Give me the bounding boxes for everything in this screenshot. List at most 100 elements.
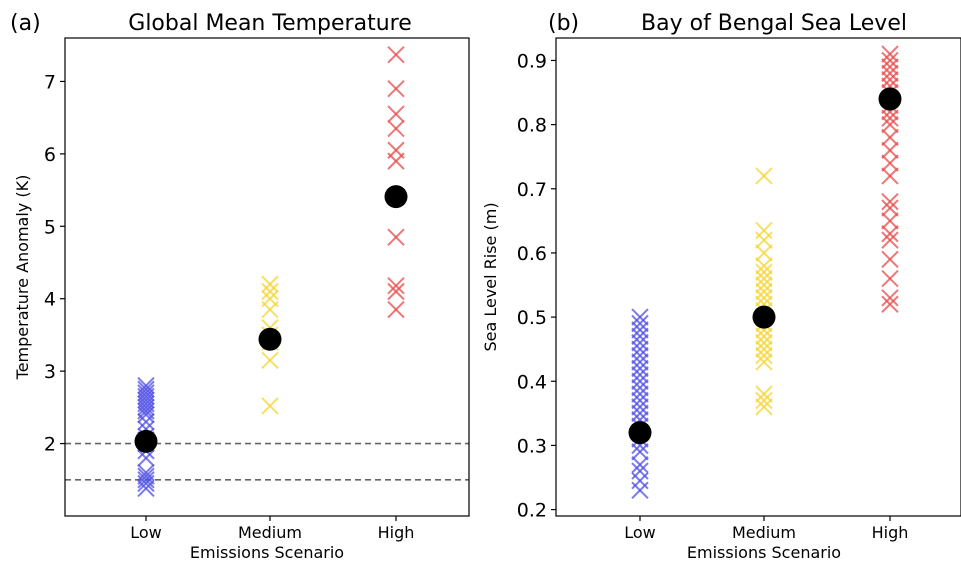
panel-a-low-member-marker [137,479,155,498]
panel-a-medium-member-marker [261,282,279,301]
panel-a-medium-member-marker [261,275,279,293]
panel-a-low-member-marker [137,376,155,395]
panel-a-frame [64,37,470,517]
panel-a-medium-member-marker [261,290,279,308]
panel-a-low-member-marker [137,463,155,482]
panel-b-low-member-marker [631,334,649,352]
panel-a: (a) Global Mean Temperature 2 3 4 5 6 7 Low Med… [10,11,470,562]
panel-b-y-tick-label: 0.2 [517,500,547,522]
panel-b-low-member-marker [631,359,649,378]
panel-b-medium-member-marker [755,346,773,365]
panel-b-low-member-marker [631,462,649,480]
panel-b-low-member-marker [631,443,649,461]
panel-a-y-tick-label: 4 [44,289,56,311]
panel-b-y-tick-label: 0.6 [517,243,547,265]
panel-a-y-axis-label: Temperature Anomaly (K) [13,175,32,381]
panel-b-plot-area: 0.2 0.3 0.4 0.5 0.6 0.7 0.8 0.9 Low Medium High [517,45,909,542]
panel-b-high-member-marker [881,295,899,313]
panel-a-high-member-marker [387,282,405,301]
panel-b-medium-member-marker [755,391,773,410]
panel-b-medium-member-marker [755,167,773,185]
panel-b-medium-member-marker [755,257,773,275]
panel-b-low-member-marker [631,378,649,397]
panel-b-label: (b) [548,11,579,36]
panel-a-y-tick-label: 3 [44,361,56,383]
panel-a-high-member-marker [387,276,405,295]
panel-b-y-tick-label: 0.3 [517,435,547,457]
panel-b-high-member-marker [881,269,899,288]
panel-b-low-member-marker [631,391,649,410]
panel-b-high-member-marker [881,115,899,134]
panel-a-high-member-marker [387,119,405,138]
panel-b-low-member-marker [631,340,649,358]
panel-b-medium-member-marker [755,353,773,371]
panel-a-y-tick-label: 7 [44,71,56,93]
panel-b-low-member-marker [631,353,649,371]
panel-b-low-member-marker [631,398,649,416]
panel-a-y-tick-label: 5 [44,216,56,238]
panel-a-high-member-marker [387,79,405,98]
panel-a-low-member-marker [137,380,155,398]
panel-b-high-member-marker [881,154,899,172]
panel-b-y-axis-label: Sea Level Rise (m) [481,202,500,351]
panel-b-high-member-marker [881,212,899,230]
panel-b-high-member-marker [881,224,899,243]
panel-b-low-member-marker [631,472,649,490]
panel-b-high-member-marker [881,141,899,159]
panel-b-low-member-marker [631,455,649,474]
panel-b-low-member-marker [631,404,649,423]
panel-b-y-tick-label: 0.8 [517,115,547,137]
panel-b-high-member-marker [881,231,899,249]
panel-b-low-member-marker [631,314,649,333]
panel-a-title: Global Mean Temperature [128,11,411,36]
panel-b-high-member-marker [881,51,899,70]
panel-a-medium-mean-marker [258,327,282,351]
panel-b-low-member-marker [631,372,649,390]
panel-b-high-mean-marker [878,87,902,111]
panel-b-low-mean-marker [628,421,652,445]
panel-b-high-member-marker [881,58,899,76]
panel-a-low-member-marker [137,471,155,489]
panel-a-label: (a) [10,11,41,36]
panel-b-medium-member-marker [755,289,773,307]
panel-b-medium-member-marker [755,269,773,288]
panel-b-x-tick-label: High [872,523,909,542]
panel-b-low-member-marker [631,385,649,403]
panel-b-high-member-marker [881,70,899,89]
panel-b-medium-member-marker [755,263,773,281]
panel-b-high-member-marker [881,45,899,63]
panel-b-medium-mean-marker [752,305,776,329]
panel-a-medium-member-marker [261,351,279,369]
panel-b-y-tick-label: 0.5 [517,307,547,329]
panel-b-medium-member-marker [755,244,773,262]
panel-b-medium-member-marker [755,327,773,346]
panel-b-medium-member-marker [755,221,773,240]
panel-b-title: Bay of Bengal Sea Level [641,11,907,36]
panel-a-low-mean-marker [134,429,158,453]
panel-b-medium-member-marker [755,282,773,301]
panel-a-y-tick-label: 6 [44,144,56,166]
panel-b-high-member-marker [881,199,899,217]
panel-b-x-axis-label: Emissions Scenario [687,543,841,562]
panel-b-y-tick-label: 0.9 [517,50,547,72]
panel-a-x-tick-label: High [378,523,415,542]
panel-b-y-tick-label: 0.4 [517,371,547,393]
panel-a-low-member-marker [137,467,155,485]
panel-b-high-member-marker [881,64,899,82]
panel-b-x-tick-label: Low [624,523,656,542]
panel-b-high-member-marker [881,167,899,185]
panel-b-medium-member-marker [755,398,773,416]
panel-a-high-member-marker [387,45,405,64]
panel-b-low-member-marker [631,321,649,339]
panel-a-low-member-marker [137,384,155,402]
panel-b-high-member-marker [881,109,899,127]
panel-a-medium-member-marker [261,397,279,415]
panel-a-x-tick-label: Medium [238,523,302,542]
panel-b: (b) Bay of Bengal Sea Level 0.2 0.3 0.4 0.5… [481,11,961,562]
panel-a-plot-area: 2 3 4 5 6 7 Low Medium High [44,45,469,542]
panel-a-high-mean-marker [384,185,408,209]
panel-b-high-member-marker [881,128,899,147]
panel-b-medium-member-marker [755,385,773,403]
panel-a-x-tick-label: Low [130,523,162,542]
